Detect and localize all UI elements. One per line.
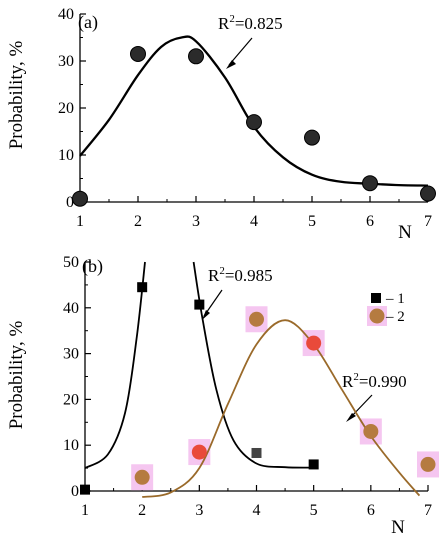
panel-a-r2-label: R2=0.825: [218, 13, 283, 33]
panel-b-y-tick-label: 40: [63, 300, 79, 317]
panel-b-x-tick-label: 7: [424, 502, 432, 519]
panel-a-x-tick-label: 7: [424, 213, 432, 230]
panel-b: Probability, % (b) N R2=0.985 R2=0.990 –…: [6, 254, 439, 538]
panel-a-y-tick-label: 40: [58, 6, 74, 23]
panel-b-fit-curve-2: [142, 319, 421, 498]
panel-b-circle-point: [249, 311, 264, 327]
panel-b-r2-label-1: R2=0.985: [208, 265, 273, 285]
panel-b-x-tick-label: 1: [81, 502, 89, 519]
panel-b-y-tick-label: 20: [63, 391, 79, 408]
panel-b-circle-point: [191, 444, 207, 460]
panel-b-tag: (b): [82, 256, 103, 277]
panel-b-circle-point: [306, 335, 322, 351]
panel-b-square-point: [308, 459, 319, 470]
panel-b-square-point: [251, 447, 262, 458]
panel-b-x-tick-label: 4: [253, 502, 261, 519]
panel-b-y-tick-label: 10: [63, 437, 79, 454]
panel-b-y-tick-label: 30: [63, 346, 79, 363]
panel-a-tag: (a): [78, 12, 98, 33]
panel-b-x-tick-label: 3: [195, 502, 203, 519]
panel-b-x-tick-label: 6: [367, 502, 375, 519]
panel-b-legend: – 1 – 2: [367, 291, 405, 326]
panel-a-y-tick-label: 10: [58, 147, 74, 164]
panel-b-fit-curve-1-right: [192, 261, 314, 469]
panel-b-square-point: [194, 299, 205, 310]
panel-b-y-tick-label: 0: [71, 483, 79, 500]
panel-b-square-point: [137, 282, 148, 293]
panel-b-xlabel: N: [391, 517, 405, 538]
panel-a-x-tick-label: 4: [250, 213, 258, 230]
panel-a-xlabel: N: [398, 222, 412, 243]
panel-a-data-point: [304, 129, 320, 146]
panel-b-square-point: [80, 484, 90, 495]
panel-a-data-point: [362, 175, 378, 192]
legend-label-2: – 2: [385, 309, 405, 325]
panel-b-circle-point: [363, 423, 379, 439]
panel-a: Probability, % (a) N R2=0.825 0 10 20 30 40 1…: [6, 6, 436, 243]
panel-b-r2-arrow-2: [346, 394, 373, 422]
panel-a-y-tick-label: 0: [66, 194, 74, 211]
panel-a-data-point: [188, 48, 204, 65]
panel-b-y-tick-label: 50: [63, 254, 79, 271]
panel-b-circle-point: [134, 469, 150, 485]
legend-label-1: – 1: [385, 291, 405, 307]
panel-a-x-tick-label: 6: [366, 213, 374, 230]
panel-b-ylabel: Probability, %: [6, 321, 27, 430]
panel-b-r2-label-2: R2=0.990: [342, 371, 407, 391]
panel-a-x-tick-label: 3: [192, 213, 200, 230]
panel-a-y-tick-label: 30: [58, 53, 74, 70]
panel-b-x-tick-label: 2: [138, 502, 146, 519]
panel-a-ylabel: Probability, %: [6, 41, 27, 150]
panel-b-x-tick-label: 5: [310, 502, 318, 519]
panel-a-y-tick-label: 20: [58, 100, 74, 117]
panel-a-data-point: [420, 185, 436, 202]
panel-a-r2-arrow: [226, 37, 253, 69]
panel-a-data-point: [130, 45, 146, 62]
legend-circle-marker: [369, 308, 385, 324]
panel-a-x-tick-label: 2: [134, 213, 142, 230]
panel-a-data-point: [246, 114, 262, 131]
panel-a-x-tick-label: 5: [308, 213, 316, 230]
panel-b-fit-curve-1-left: [84, 261, 146, 469]
legend-square-marker: [371, 293, 381, 303]
panel-b-circle-point: [420, 456, 436, 472]
panel-a-x-tick-label: 1: [76, 213, 84, 230]
panel-b-r2-arrow-1: [202, 289, 223, 320]
panel-a-data-point: [72, 190, 88, 207]
